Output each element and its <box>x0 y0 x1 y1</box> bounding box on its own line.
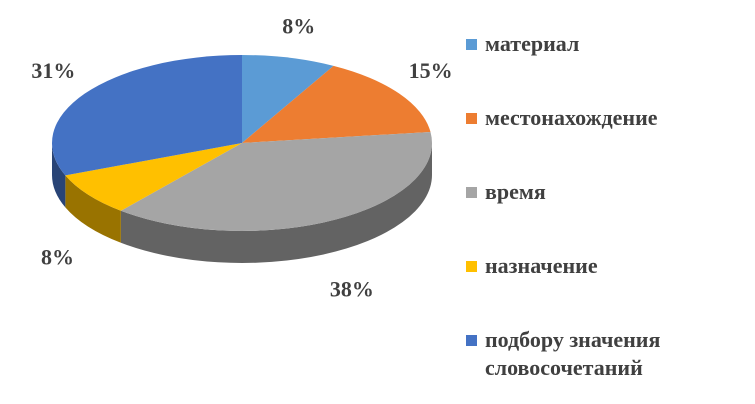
legend-label: время <box>485 179 546 204</box>
legend-swatch <box>466 187 477 198</box>
slice-side <box>65 175 121 243</box>
legend-swatch <box>466 39 477 50</box>
slice <box>120 131 433 232</box>
slice-side <box>120 143 433 263</box>
slice-side <box>52 143 66 208</box>
data-label: 31% <box>31 58 75 83</box>
data-label: 38% <box>330 276 374 301</box>
legend-label: местонахождение <box>485 105 658 130</box>
legend-item: местонахождение <box>466 104 751 132</box>
data-label: 15% <box>409 58 453 83</box>
legend-swatch <box>466 335 477 346</box>
legend-item: назначение <box>466 252 751 280</box>
legend-item: материал <box>466 30 751 58</box>
legend: материал местонахождение время назначение по… <box>466 0 751 404</box>
legend-swatch <box>466 261 477 272</box>
chart: 8% 15% 38% 8% 31% <box>31 14 453 302</box>
data-label: 8% <box>282 14 315 39</box>
legend-label: подбору значения словосочетаний <box>485 327 661 380</box>
legend-item: время <box>466 178 751 206</box>
slice <box>51 55 242 176</box>
slice <box>242 55 334 143</box>
legend-label: материал <box>485 31 580 56</box>
slice <box>65 143 242 211</box>
slice <box>242 65 431 143</box>
legend-swatch <box>466 113 477 124</box>
legend-item: подбору значения словосочетаний <box>466 326 751 382</box>
legend-label: назначение <box>485 253 598 278</box>
data-label: 8% <box>41 245 74 270</box>
